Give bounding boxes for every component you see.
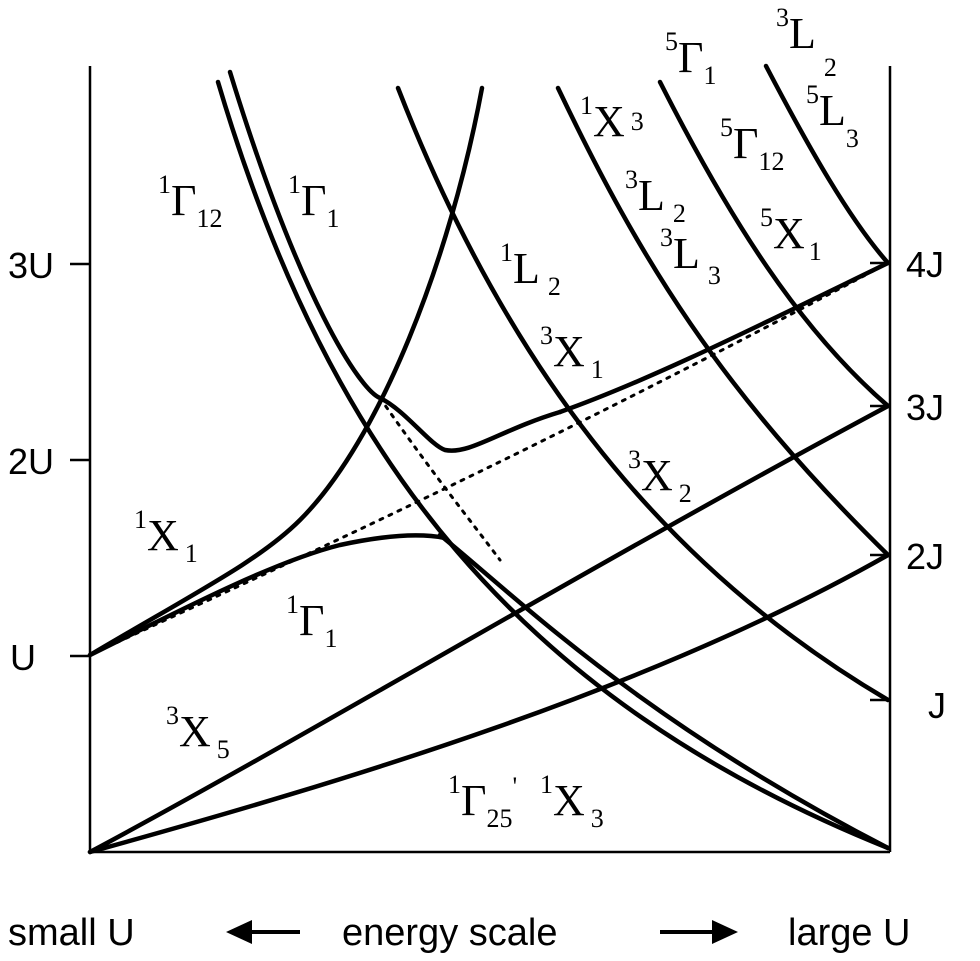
label-3L3: 3L 3 [660,223,721,290]
curve-1L2 [395,85,891,703]
right-tick-label-3J: 3J [906,387,944,428]
left-tick-label-U: U [10,637,36,678]
label-5G1: 5Γ1 [665,27,716,90]
label-3X2: 3X 2 [628,445,692,508]
label-1X3-bottom: 1X 3 [540,770,604,833]
label-5L3: 5L3 [806,80,859,153]
right-tick-label-J: J [928,685,946,726]
curve-3X1 [557,260,891,415]
label-3X5: 3X 5 [166,701,230,764]
label-1G1-upper: 1Γ1 [288,170,339,233]
label-1X3-top: 1X 3 [580,91,644,146]
curve-1X1 [87,85,485,658]
label-1G12: 1Γ12 [158,170,222,233]
label-1L2: 1L 2 [500,238,561,301]
right-tick-label-2J: 2J [906,536,944,577]
bottom-label-energy-scale: energy scale [342,912,557,954]
dotted-line-upper [88,261,890,657]
bottom-label-large-u: large U [788,912,911,954]
curve-1G1-low-tail [437,532,891,851]
arrow-left-icon [226,920,300,944]
label-1G1-lower: 1Γ1 [286,590,337,653]
curve-3L2-top [763,63,891,266]
curve-1G25-1X3 [87,552,891,855]
curve-5G1 [657,79,891,409]
arrow-right-icon [660,920,738,944]
label-5G12: 5Γ12 [720,113,784,176]
left-tick-label-2U: 2U [8,441,54,482]
bottom-label-small-u: small U [8,912,135,954]
curve-1G1-high [227,69,563,453]
label-3X1: 3X 1 [540,321,604,384]
label-3L2-top: 3L2 [776,3,837,82]
curve-3X5 [87,403,891,855]
label-5X1: 5X 1 [760,203,822,266]
left-tick-label-3U: 3U [8,245,54,286]
label-1X1: 1X 1 [134,505,198,568]
curve-1G1-lower [87,533,448,658]
label-3L2-mid: 3L 2 [625,165,686,228]
right-tick-label-4J: 4J [906,244,944,285]
curve-1X3-top [555,85,891,558]
label-1G25: 1Γ25' [448,770,517,833]
dotted-line-cross [378,396,502,562]
